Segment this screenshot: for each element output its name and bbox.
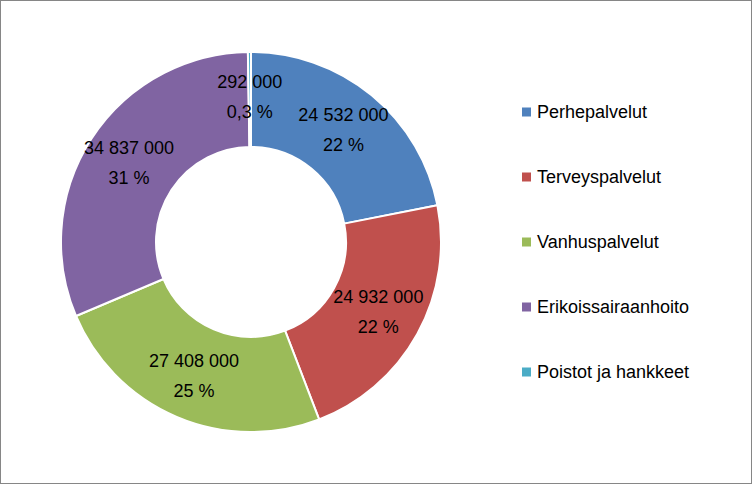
svg-text:34 837 000: 34 837 000 xyxy=(84,138,174,158)
svg-text:Poistot ja hankkeet: Poistot ja hankkeet xyxy=(537,362,689,382)
svg-text:22 %: 22 % xyxy=(358,317,399,337)
svg-text:24 932 000: 24 932 000 xyxy=(333,287,423,307)
svg-text:Perhepalvelut: Perhepalvelut xyxy=(537,102,647,122)
svg-text:27 408 000: 27 408 000 xyxy=(149,351,239,371)
svg-text:25 %: 25 % xyxy=(174,381,215,401)
svg-text:Terveyspalvelut: Terveyspalvelut xyxy=(537,167,661,187)
svg-text:24 532 000: 24 532 000 xyxy=(298,105,388,125)
svg-text:Erikoissairaanhoito: Erikoissairaanhoito xyxy=(537,297,689,317)
svg-text:22 %: 22 % xyxy=(323,135,364,155)
svg-text:31 %: 31 % xyxy=(109,168,150,188)
svg-text:0,3 %: 0,3 % xyxy=(227,102,273,122)
svg-text:292 000: 292 000 xyxy=(217,72,282,92)
svg-text:Vanhuspalvelut: Vanhuspalvelut xyxy=(537,232,659,252)
